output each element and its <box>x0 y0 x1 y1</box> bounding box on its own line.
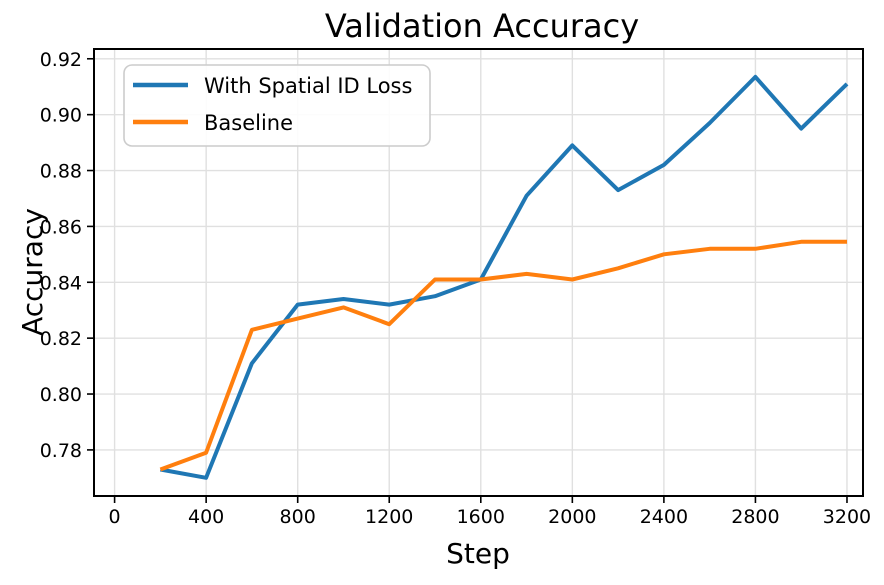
series-line-with-spatial-id-loss <box>160 74 849 480</box>
y-tick-label: 0.92 <box>40 49 82 71</box>
y-tick-label: 0.82 <box>40 328 82 350</box>
x-tick-label: 2800 <box>731 506 779 528</box>
y-axis-label: Accuracy <box>16 208 49 336</box>
series-line-baseline <box>159 239 847 472</box>
x-tick-label: 2000 <box>548 506 596 528</box>
x-tick-label: 2400 <box>640 506 688 528</box>
x-tick-label: 800 <box>280 506 316 528</box>
x-tick-label: 400 <box>188 506 224 528</box>
legend-label-with-spatial-id-loss: With Spatial ID Loss <box>204 74 412 98</box>
legend: With Spatial ID Loss Baseline <box>123 64 431 147</box>
x-axis-label: Step <box>446 537 510 570</box>
y-tick-label: 0.80 <box>40 384 82 406</box>
y-tick-label: 0.88 <box>40 161 82 183</box>
x-tick-label: 1200 <box>365 506 413 528</box>
plot-border <box>93 48 864 497</box>
plot-area: 0 400 800 1200 1600 2000 2400 2800 3200 0.78 0.80 0… <box>40 48 871 528</box>
y-tick-label: 0.84 <box>40 272 82 294</box>
legend-box <box>123 64 431 147</box>
legend-label-baseline: Baseline <box>204 111 293 135</box>
y-tick-label: 0.86 <box>40 216 82 238</box>
y-tick-label: 0.90 <box>40 105 82 127</box>
chart-title: Validation Accuracy <box>325 7 639 45</box>
x-tick-label: 1600 <box>457 506 505 528</box>
y-tick-label: 0.78 <box>40 440 82 462</box>
x-tick-label: 0 <box>109 506 121 528</box>
x-tick-label: 3200 <box>823 506 871 528</box>
